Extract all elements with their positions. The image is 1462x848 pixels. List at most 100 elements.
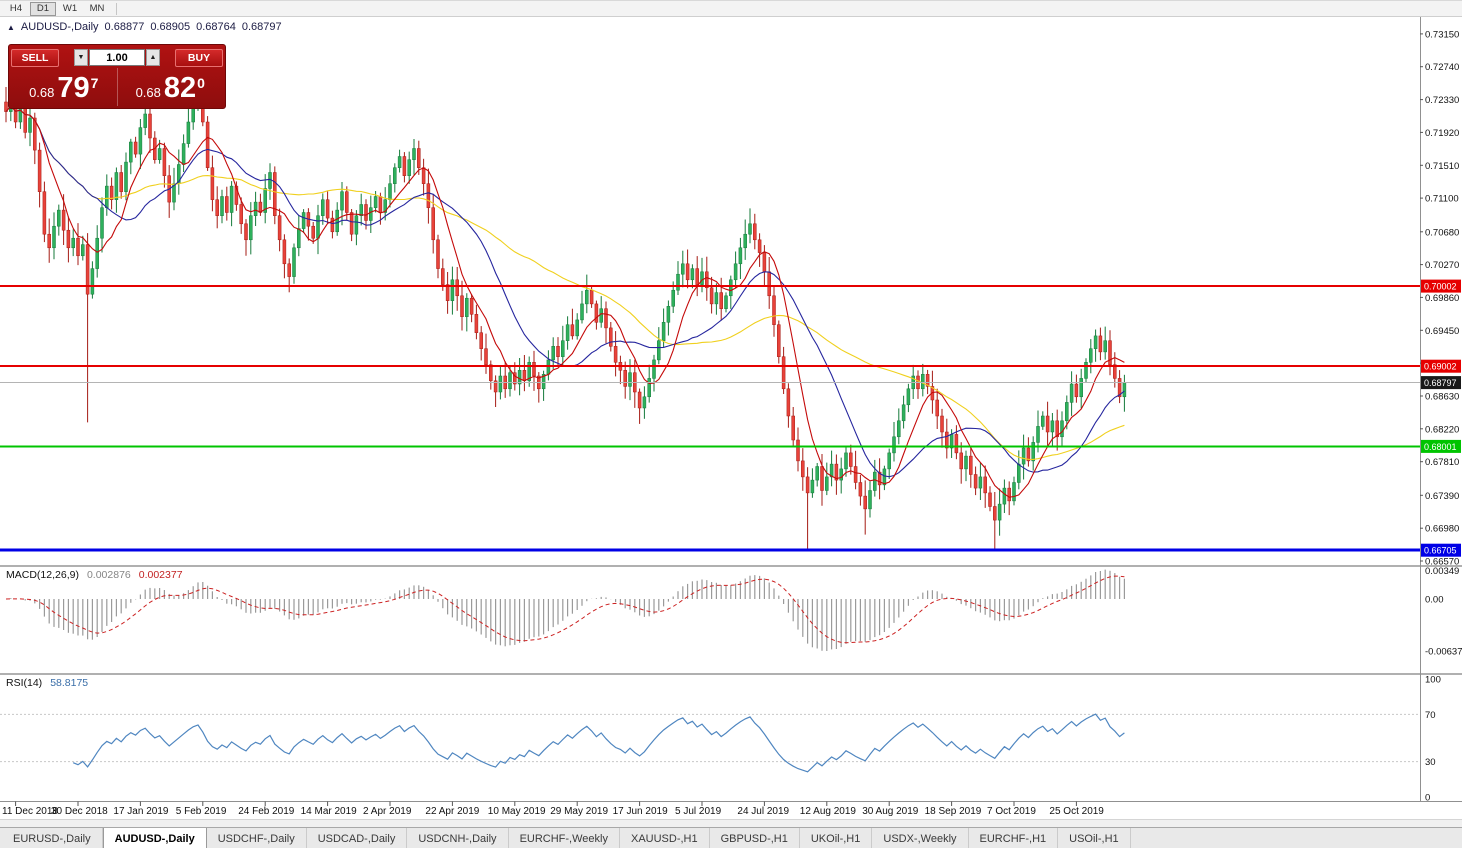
svg-text:0.71100: 0.71100 [1425,194,1459,205]
chart-tabs-bar: EURUSD-,Daily AUDUSD-,Daily USDCHF-,Daily U… [0,827,1462,848]
rsi-indicator-label: RSI(14) 58.8175 [6,677,88,689]
svg-text:30 Dec 2018: 30 Dec 2018 [51,806,108,817]
macd-signal-value: 0.002377 [138,569,183,581]
svg-text:30 Aug 2019: 30 Aug 2019 [862,806,919,817]
svg-text:100: 100 [1425,675,1441,686]
svg-text:22 Apr 2019: 22 Apr 2019 [425,806,479,817]
svg-text:0.00349: 0.00349 [1425,566,1459,577]
timeframe-button-mn[interactable]: MN [84,2,110,16]
svg-text:10 May 2019: 10 May 2019 [488,806,546,817]
macd-indicator-label: MACD(12,26,9) 0.002876 0.002377 [6,569,183,581]
timeframe-toolbar: H4 D1 W1 MN [0,1,1462,17]
svg-text:0.70680: 0.70680 [1425,227,1459,238]
svg-text:0.66705: 0.66705 [1424,546,1457,556]
svg-text:0.73150: 0.73150 [1425,29,1459,40]
ma-20-line [5,105,1125,478]
chevron-up-icon: ▲ [149,54,157,61]
svg-text:30: 30 [1425,757,1436,768]
macd-signal-line [5,575,1125,644]
svg-text:0.71510: 0.71510 [1425,161,1459,172]
price-chart-canvas[interactable]: 0.73150 0.72740 0.72330 0.71920 0.71510 0.711… [0,17,1462,819]
svg-text:14 Mar 2019: 14 Mar 2019 [301,806,358,817]
bottom-tab-usdchf-daily[interactable]: USDCHF-,Daily [207,828,307,848]
svg-text:0.67390: 0.67390 [1425,491,1459,502]
svg-text:17 Jun 2019: 17 Jun 2019 [613,806,668,817]
lot-decrease-button[interactable]: ▼ [74,49,88,66]
ask-big-digits: 82 [163,72,197,104]
ma-8-line [5,105,1125,498]
svg-text:70: 70 [1425,710,1436,721]
bottom-tab-usdx-weekly[interactable]: USDX-,Weekly [872,828,969,848]
svg-text:25 Oct 2019: 25 Oct 2019 [1049,806,1104,817]
svg-text:7 Oct 2019: 7 Oct 2019 [987,806,1036,817]
macd-layer [5,569,1126,651]
svg-text:0.69860: 0.69860 [1425,293,1459,304]
bottom-tab-usdcad-daily[interactable]: USDCAD-,Daily [307,828,408,848]
svg-text:0.72740: 0.72740 [1425,62,1459,73]
bottom-tab-eurchf-weekly[interactable]: EURCHF-,Weekly [509,828,620,848]
macd-main-value: 0.002876 [86,569,131,581]
bottom-tab-xauusd-h1[interactable]: XAUUSD-,H1 [620,828,710,848]
bottom-tab-gbpusd-h1[interactable]: GBPUSD-,H1 [710,828,800,848]
bid-pip-digit: 7 [90,75,99,91]
ask-pip-digit: 0 [197,75,205,91]
ohlc-low-value: 0.68764 [196,21,236,33]
svg-text:24 Jul 2019: 24 Jul 2019 [737,806,789,817]
price-axis-labels: 0.73150 0.72740 0.72330 0.71920 0.71510 0.711… [1420,29,1459,568]
ohlc-high-value: 0.68905 [150,21,191,33]
rsi-name: RSI(14) [6,677,43,689]
svg-text:-0.00637: -0.00637 [1425,647,1462,658]
bottom-tab-ukoil-h1[interactable]: UKOil-,H1 [800,828,873,848]
svg-text:18 Sep 2019: 18 Sep 2019 [925,806,982,817]
bid-price-display[interactable]: 0.68 79 7 [11,68,117,106]
svg-text:12 Aug 2019: 12 Aug 2019 [800,806,857,817]
svg-text:0.66570: 0.66570 [1425,557,1459,568]
toolbar-separator [116,2,117,15]
svg-text:11 Dec 2018: 11 Dec 2018 [2,806,58,817]
lot-size-input[interactable] [89,49,145,66]
chart-scroll-strip[interactable] [0,819,1462,827]
chart-symbol-label: AUDUSD-,Daily [20,21,99,33]
ask-prefix: 0.68 [135,85,161,100]
svg-text:0.67810: 0.67810 [1425,457,1459,468]
svg-text:0.69002: 0.69002 [1424,362,1457,372]
bottom-tab-audusd-daily[interactable]: AUDUSD-,Daily [102,828,207,848]
svg-text:0.70270: 0.70270 [1425,260,1459,271]
bottom-tab-usoil-h1[interactable]: USOil-,H1 [1058,828,1131,848]
horizontal-lines-layer [0,285,1420,552]
timeframe-button-w1[interactable]: W1 [57,2,83,16]
svg-text:0.70002: 0.70002 [1424,282,1457,292]
svg-text:29 May 2019: 29 May 2019 [550,806,608,817]
sell-button[interactable]: SELL [11,48,59,67]
svg-text:0.72330: 0.72330 [1425,95,1459,106]
rsi-line [72,713,1125,773]
bottom-tab-eurchf-h1[interactable]: EURCHF-,H1 [969,828,1059,848]
candles-layer [4,83,1127,549]
bid-big-digits: 79 [57,72,90,104]
triangle-up-icon: ▲ [7,22,15,32]
timeframe-button-h4[interactable]: H4 [3,2,29,16]
chart-area: 0.73150 0.72740 0.72330 0.71920 0.71510 0.711… [0,17,1462,819]
bid-prefix: 0.68 [29,85,55,100]
bottom-tab-usdcnh-daily[interactable]: USDCNH-,Daily [407,828,509,848]
price-badges-layer: 0.70002 0.69002 0.68797 0.68001 0.66705 [1421,279,1461,557]
svg-text:5 Jul 2019: 5 Jul 2019 [675,806,722,817]
one-click-trade-panel: SELL ▼ ▲ BUY 0.68797 0.68 [8,44,226,109]
svg-text:0.00: 0.00 [1425,595,1444,606]
lot-increase-button[interactable]: ▲ [146,49,160,66]
bottom-tab-eurusd-daily[interactable]: EURUSD-,Daily [2,828,103,848]
macd-name: MACD(12,26,9) [6,569,79,581]
svg-text:2 Apr 2019: 2 Apr 2019 [363,806,412,817]
ask-price-display[interactable]: 0.68 82 0 [118,68,224,106]
buy-button[interactable]: BUY [175,48,223,67]
svg-text:0.71920: 0.71920 [1425,128,1459,139]
svg-text:24 Feb 2019: 24 Feb 2019 [238,806,295,817]
chart-ohlc-header: ▲ AUDUSD-,Daily 0.68877 0.68905 0.68764 … [7,21,282,33]
lot-size-control: ▼ ▲ [59,49,175,66]
svg-text:0.68797: 0.68797 [1424,378,1457,388]
ohlc-close-value: 0.68797 [241,21,282,33]
svg-text:0.66980: 0.66980 [1425,524,1459,535]
timeframe-button-d1[interactable]: D1 [30,1,56,16]
